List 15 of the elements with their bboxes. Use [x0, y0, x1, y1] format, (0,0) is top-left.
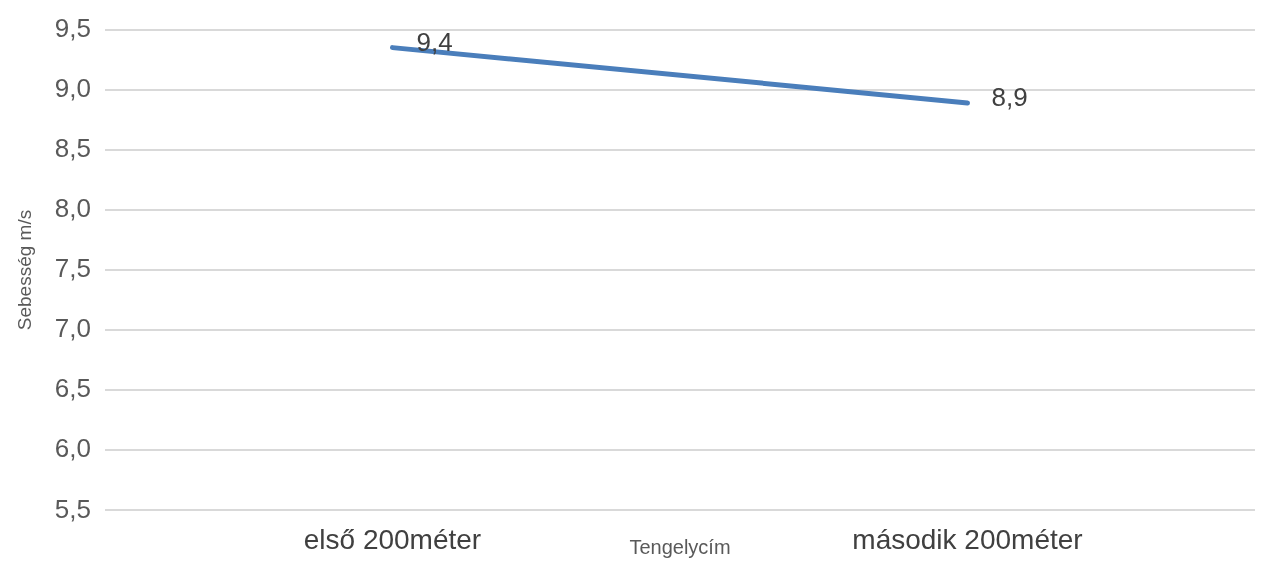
x-tick-label: második 200méter: [852, 523, 1083, 555]
data-label: 8,9: [991, 82, 1028, 113]
y-tick-label: 6,0: [54, 433, 91, 464]
x-axis-title: Tengelycím: [629, 535, 731, 558]
y-tick-label: 7,0: [54, 313, 91, 344]
y-tick-label: 8,5: [54, 132, 91, 163]
y-tick-label: 8,0: [54, 193, 91, 224]
data-label: 9,4: [416, 26, 453, 57]
y-tick-label: 9,5: [54, 12, 91, 43]
y-tick-label: 9,0: [54, 72, 91, 103]
y-tick-label: 6,5: [54, 373, 91, 404]
y-axis-title: Sebesség m/s: [13, 209, 35, 331]
x-tick-label: első 200méter: [303, 523, 482, 555]
y-tick-label: 7,5: [54, 253, 91, 284]
y-tick-label: 5,5: [54, 493, 91, 524]
